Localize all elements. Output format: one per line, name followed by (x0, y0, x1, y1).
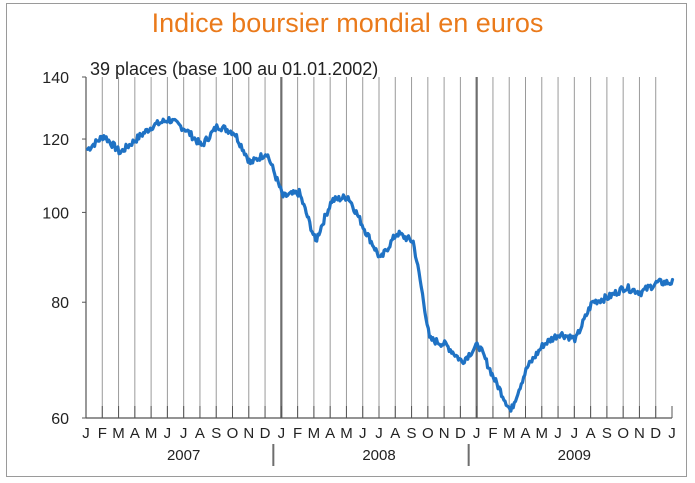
vertical-gridlines (101, 77, 657, 418)
y-axis-ticks: 60 80 100 120 140 (42, 70, 86, 428)
month-label: A (195, 425, 205, 442)
month-label: M (536, 425, 549, 442)
month-label: D (650, 425, 661, 442)
month-label: N (439, 425, 450, 442)
month-label: A (390, 425, 400, 442)
month-label: J (359, 425, 367, 442)
index-series-line (86, 116, 675, 413)
year-label: 2007 (167, 447, 200, 464)
year-separators (280, 77, 478, 418)
month-label: J (82, 425, 90, 442)
month-label: F (293, 425, 302, 442)
chart-subtitle: 39 places (base 100 au 01.01.2002) (90, 59, 379, 79)
month-label: S (211, 425, 221, 442)
month-label: F (98, 425, 107, 442)
month-label: A (325, 425, 335, 442)
month-label: J (668, 425, 676, 442)
month-label: O (227, 425, 239, 442)
y-tick-label: 120 (42, 132, 69, 149)
month-label: M (145, 425, 158, 442)
month-label: A (130, 425, 140, 442)
month-label: J (473, 425, 481, 442)
y-tick-label: 80 (51, 295, 69, 312)
month-label: J (375, 425, 383, 442)
month-label: M (308, 425, 321, 442)
month-label: F (488, 425, 497, 442)
y-tick-label: 140 (42, 70, 69, 87)
year-label: 2009 (558, 447, 591, 464)
month-label: N (634, 425, 645, 442)
y-tick-label: 100 (42, 205, 69, 222)
chart-title: Indice boursier mondial en euros (151, 8, 544, 38)
month-label: M (503, 425, 516, 442)
year-label: 2008 (362, 447, 395, 464)
y-tick-label: 60 (51, 411, 69, 428)
month-label: S (602, 425, 612, 442)
month-label: J (278, 425, 286, 442)
month-label: J (164, 425, 172, 442)
month-label: A (586, 425, 596, 442)
month-label: J (180, 425, 188, 442)
month-label: N (243, 425, 254, 442)
month-label: O (422, 425, 434, 442)
month-label: S (407, 425, 417, 442)
month-label: M (112, 425, 125, 442)
x-axis-ticks: J F M A M J J A S O N D J F M A M J J A S O N D J F M A M J J A S O N D J200… (82, 406, 676, 466)
month-label: J (571, 425, 579, 442)
month-label: O (617, 425, 629, 442)
month-label: D (260, 425, 271, 442)
month-label: A (520, 425, 530, 442)
month-label: J (554, 425, 562, 442)
month-label: M (340, 425, 353, 442)
month-label: D (455, 425, 466, 442)
